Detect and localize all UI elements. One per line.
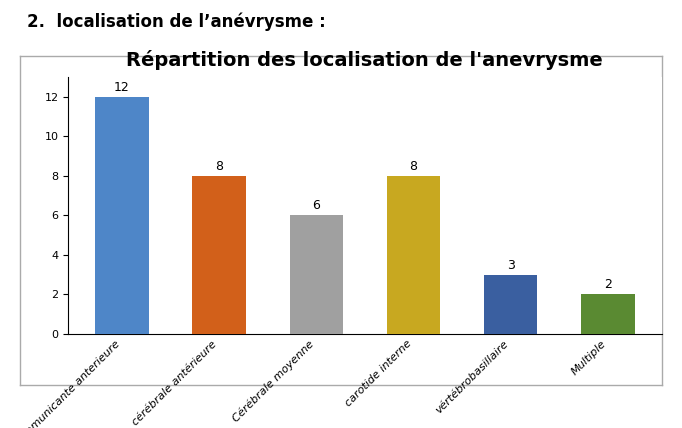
Bar <box>192 176 246 334</box>
Text: 8: 8 <box>215 160 223 173</box>
Bar <box>387 176 440 334</box>
Bar <box>581 294 634 334</box>
Bar <box>290 215 343 334</box>
Text: 12: 12 <box>114 81 130 94</box>
Text: 3: 3 <box>507 259 515 272</box>
Bar <box>95 97 149 334</box>
Title: Répartition des localisation de l'anevrysme: Répartition des localisation de l'anevry… <box>126 50 604 70</box>
Text: 2: 2 <box>604 278 612 291</box>
Text: 6: 6 <box>312 199 321 212</box>
Text: 8: 8 <box>409 160 417 173</box>
Bar <box>484 275 537 334</box>
Text: 2.  localisation de l’anévrysme :: 2. localisation de l’anévrysme : <box>27 13 326 31</box>
